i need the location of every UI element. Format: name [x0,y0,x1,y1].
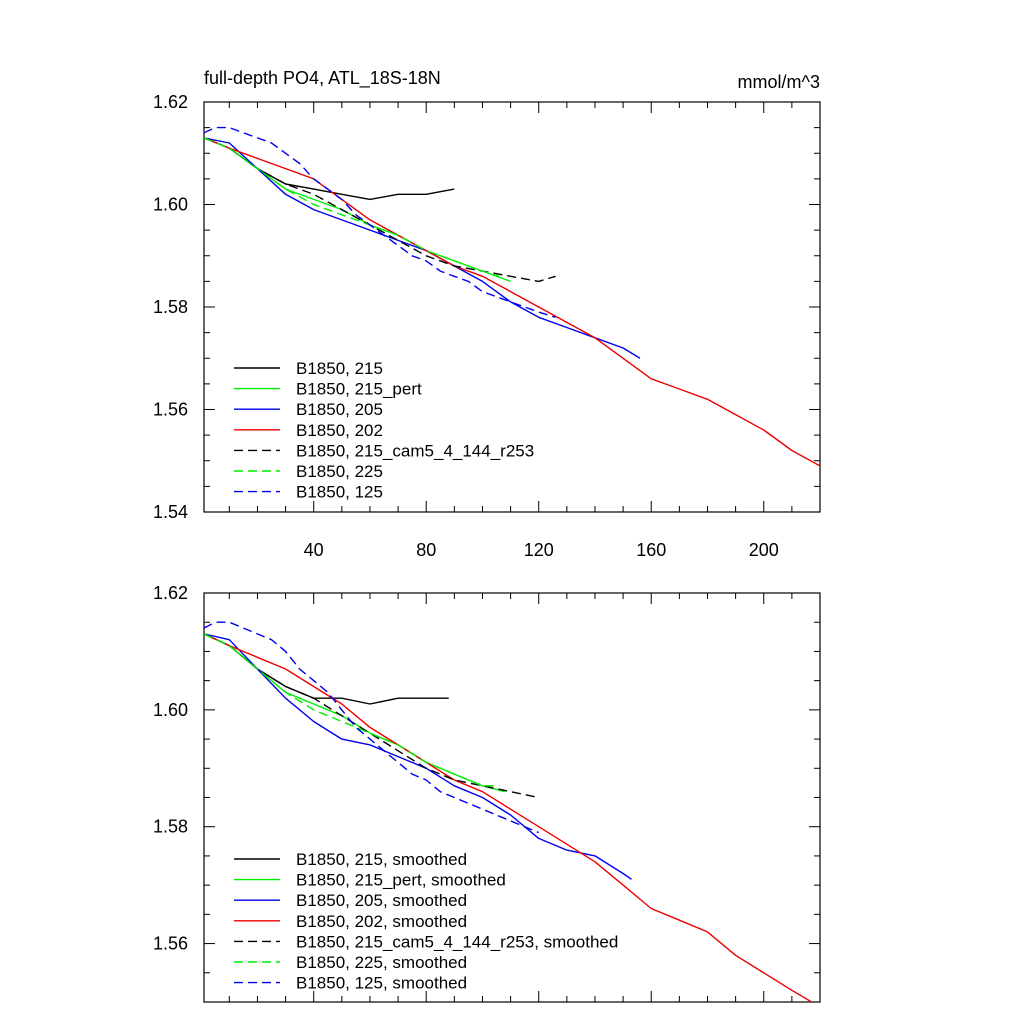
x-tick-label: 40 [304,540,324,560]
legend-label: B1850, 215, smoothed [296,850,467,869]
legend-label: B1850, 125 [296,483,383,502]
series-group [204,126,820,467]
legend-label: B1850, 215_cam5_4_144_r253 [296,441,534,460]
legend-label: B1850, 225, smoothed [296,953,467,972]
x-tick-label: 160 [636,540,666,560]
series-line [204,126,556,318]
legend-label: B1850, 205 [296,400,383,419]
x-tick-label: 120 [524,540,554,560]
series-group [204,621,812,1002]
y-tick-label: 1.56 [153,400,188,420]
top-panel: full-depth PO4, ATL_18S-18N mmol/m^3 40 8… [153,68,821,560]
y-tick-label: 1.54 [153,502,188,522]
legend-label: B1850, 215_cam5_4_144_r253, smoothed [296,932,618,951]
y-tick-label: 1.58 [153,297,188,317]
y-tick-label: 1.60 [153,195,188,215]
series-line [204,633,812,1002]
y-tick-label: 1.58 [153,817,188,837]
legend-label: B1850, 215_pert, smoothed [296,871,506,890]
chart-title: full-depth PO4, ATL_18S-18N [204,68,441,89]
bottom-panel: 1.56 1.58 1.60 1.62 B1850, 215, smoothed B185… [153,583,821,1003]
legend-label: B1850, 225 [296,462,383,481]
legend-label: B1850, 215 [296,359,383,378]
y-tick-label: 1.62 [153,583,188,603]
series-line [204,633,500,787]
legend-label: B1850, 205, smoothed [296,891,467,910]
units-label: mmol/m^3 [738,72,820,92]
series-line [204,137,511,283]
series-line [204,633,449,705]
series-line [204,137,820,467]
y-tick-label: 1.60 [153,700,188,720]
x-tick-label: 200 [749,540,779,560]
legend-label: B1850, 215_pert [296,380,422,399]
series-line [204,633,506,793]
series-line [204,137,556,283]
y-tick-label: 1.56 [153,934,188,954]
series-line [204,633,539,799]
legend-label: B1850, 125, smoothed [296,974,467,993]
legend-label: B1850, 202, smoothed [296,912,467,931]
legend-label: B1850, 202 [296,421,383,440]
y-tick-label: 1.62 [153,92,188,112]
x-tick-label: 80 [416,540,436,560]
series-line [204,137,500,277]
